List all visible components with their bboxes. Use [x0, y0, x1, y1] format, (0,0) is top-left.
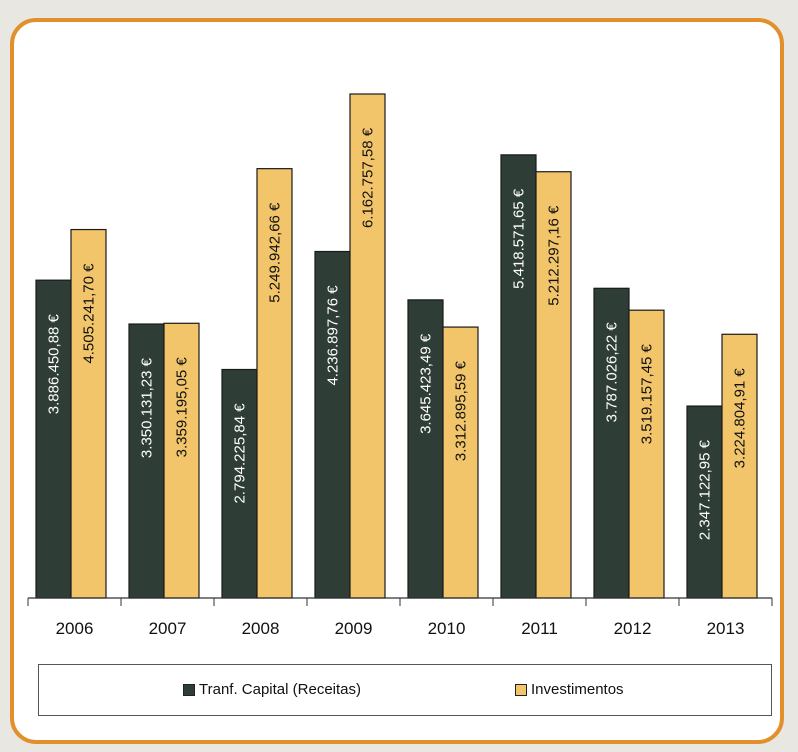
data-label-capital-2010: 3.645.423,49 €	[418, 333, 435, 434]
data-label-capital-2006: 3.886.450,88 €	[46, 313, 63, 414]
data-label-capital-2012: 3.787.026,22 €	[604, 322, 621, 423]
data-label-investimentos-2007: 3.359.195,05 €	[174, 357, 191, 458]
data-label-investimentos-2008: 5.249.942,66 €	[267, 202, 284, 303]
bar-capital-2008	[221, 368, 258, 599]
data-label-investimentos-2013: 3.224.804,91 €	[732, 368, 749, 469]
x-tick-label-2007: 2007	[149, 619, 187, 638]
bar-capital-2006	[35, 279, 72, 599]
x-tick-label-2012: 2012	[614, 619, 652, 638]
legend-label-series-1: Tranf. Capital (Receitas)	[199, 681, 361, 698]
bar-investimentos-2013	[721, 333, 758, 599]
x-tick-label-2010: 2010	[428, 619, 466, 638]
data-label-capital-2009: 4.236.897,76 €	[325, 285, 342, 386]
legend: Tranf. Capital (Receitas) Investimentos	[38, 664, 772, 716]
x-tick-label-2008: 2008	[242, 619, 280, 638]
bar-capital-2012	[593, 287, 630, 599]
bar-capital-2013	[686, 405, 723, 599]
legend-swatch-series-2	[515, 683, 527, 696]
data-label-investimentos-2011: 5.212.297,16 €	[546, 205, 563, 306]
data-label-investimentos-2012: 3.519.157,45 €	[639, 343, 656, 444]
legend-label-series-2: Investimentos	[531, 681, 624, 698]
bar-capital-2009	[314, 250, 351, 599]
legend-swatch-series-1	[183, 683, 195, 696]
x-tick-label-2011: 2011	[521, 619, 558, 638]
bar-investimentos-2012	[628, 309, 665, 599]
legend-item-series-2: Investimentos	[515, 681, 624, 698]
bar-investimentos-2008	[256, 168, 293, 599]
legend-item-series-1: Tranf. Capital (Receitas)	[183, 681, 361, 698]
data-label-investimentos-2006: 4.505.241,70 €	[81, 263, 98, 364]
x-tick-label-2009: 2009	[335, 619, 373, 638]
data-label-capital-2013: 2.347.122,95 €	[697, 439, 714, 540]
data-label-investimentos-2010: 3.312.895,59 €	[453, 360, 470, 461]
bar-investimentos-2009	[349, 93, 386, 599]
bar-investimentos-2010	[442, 326, 479, 599]
data-label-capital-2011: 5.418.571,65 €	[511, 188, 528, 289]
x-tick-label-2013: 2013	[707, 619, 745, 638]
data-label-capital-2008: 2.794.225,84 €	[232, 403, 249, 504]
data-label-investimentos-2009: 6.162.757,58 €	[360, 127, 377, 228]
bar-capital-2010	[407, 299, 444, 599]
bar-investimentos-2011	[535, 171, 572, 599]
bar-investimentos-2007	[163, 322, 200, 599]
x-tick-label-2006: 2006	[56, 619, 94, 638]
data-label-capital-2007: 3.350.131,23 €	[139, 357, 156, 458]
bar-investimentos-2006	[70, 228, 107, 599]
